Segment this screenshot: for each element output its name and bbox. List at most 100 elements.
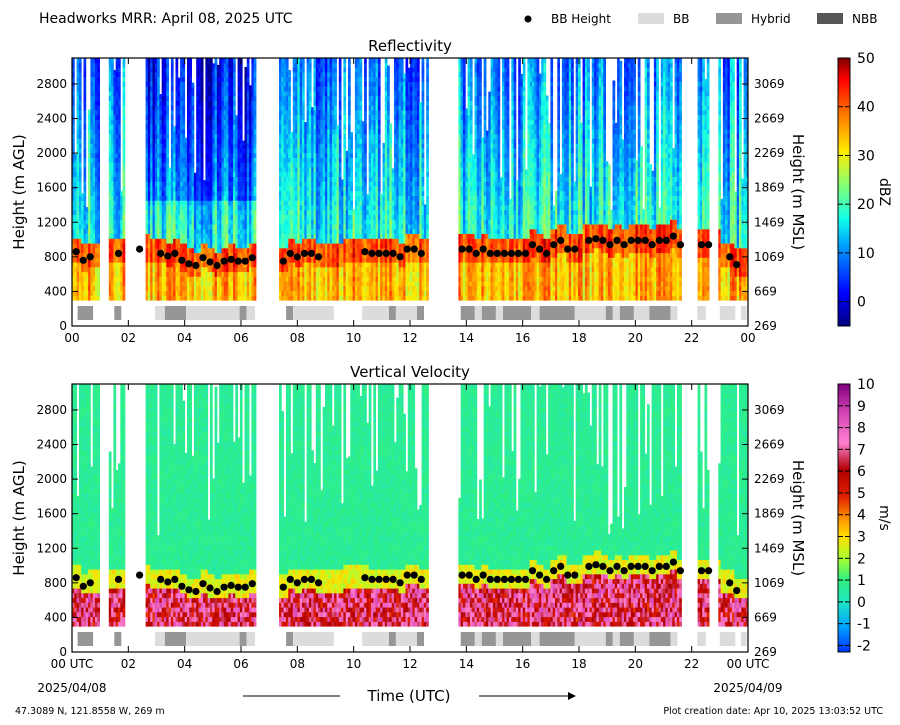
bb-height-point <box>390 250 397 257</box>
bb-height-point <box>606 241 613 248</box>
x-tick-label: 00 UTC <box>51 657 94 671</box>
bb-height-point <box>564 572 571 579</box>
bb-flag-hybrid <box>417 632 424 646</box>
bb-height-point <box>529 567 536 574</box>
bb-height-point <box>480 246 487 253</box>
bb-flag-strip <box>78 632 747 646</box>
bb-height-point <box>529 241 536 248</box>
bb-flag-bb <box>575 632 606 646</box>
bb-height-point <box>473 250 480 257</box>
x-tick-label: 16 <box>515 657 530 671</box>
x-tick-label: 14 <box>459 657 474 671</box>
bb-height-point <box>494 576 501 583</box>
colorbar-velocity <box>838 384 850 652</box>
velocity-heatmap <box>72 384 749 627</box>
bb-height-point <box>287 250 294 257</box>
bb-flag-hybrid <box>540 632 575 646</box>
legend: BB Height BB Hybrid NBB <box>525 12 878 26</box>
x-tick-label: 20 <box>628 331 643 345</box>
bb-height-point <box>178 583 185 590</box>
colorbar-tick-label: 9 <box>857 399 866 415</box>
y-tick-label: 1600 <box>36 507 67 521</box>
x-tick-label: 22 <box>684 657 699 671</box>
bb-height-point <box>136 572 143 579</box>
bb-flag-bb <box>697 632 706 646</box>
colorbar-tick-label: 10 <box>857 246 875 262</box>
bb-flag-bb <box>613 632 620 646</box>
bb-height-point <box>515 576 522 583</box>
bb-height-point <box>550 241 557 248</box>
x-tick-label: 00 UTC <box>727 657 770 671</box>
x-tick-label: 16 <box>515 331 530 345</box>
y-tick-label: 800 <box>44 250 67 264</box>
bb-height-point <box>368 576 375 583</box>
bb-flag-bb <box>186 306 240 320</box>
bb-height-point <box>670 233 677 240</box>
bb-height-point <box>663 237 670 244</box>
y-tick-label: 2400 <box>36 438 67 452</box>
y-tick-label: 1600 <box>36 181 67 195</box>
bb-flag-hybrid <box>389 632 396 646</box>
legend-swatch-hybrid <box>716 13 742 24</box>
bb-flag-bb <box>362 306 389 320</box>
bb-height-point <box>228 582 235 589</box>
bb-height-point <box>87 579 94 586</box>
bb-height-point <box>136 246 143 253</box>
bb-height-point <box>185 586 192 593</box>
bb-height-point <box>705 241 712 248</box>
bb-flag-bb <box>496 306 503 320</box>
x-tick-label: 06 <box>233 657 248 671</box>
bb-height-point <box>221 258 228 265</box>
legend-swatch-bb <box>638 13 664 24</box>
bb-height-point <box>473 576 480 583</box>
bb-height-point <box>192 588 199 595</box>
bb-height-point <box>459 246 466 253</box>
y-tick-label: 2000 <box>36 472 67 486</box>
bb-height-point <box>663 563 670 570</box>
colorbar-tick-label: 10 <box>857 377 875 393</box>
bb-height-point <box>698 241 705 248</box>
y2-tick-label: 1469 <box>754 215 785 229</box>
bb-height-point <box>80 583 87 590</box>
date-left: 2025/04/08 <box>37 681 106 695</box>
bb-height-point <box>115 250 122 257</box>
bb-height-point <box>115 576 122 583</box>
colorbar-tick-label: 20 <box>857 197 875 213</box>
y-tick-label: 2000 <box>36 146 67 160</box>
x-tick-label: 20 <box>628 657 643 671</box>
bb-flag-bb <box>293 306 334 320</box>
bb-flag-hybrid <box>286 306 293 320</box>
bb-flag-bb <box>475 306 482 320</box>
y2-tick-label: 2269 <box>754 146 785 160</box>
bb-flag-hybrid <box>620 632 634 646</box>
bb-height-point <box>621 567 628 574</box>
y2-tick-label: 3069 <box>754 403 785 417</box>
bb-height-point <box>80 257 87 264</box>
bb-flag-bb <box>531 306 540 320</box>
y2-tick-label: 2269 <box>754 472 785 486</box>
x-tick-label: 18 <box>571 331 586 345</box>
bb-flag-hybrid <box>240 306 247 320</box>
bb-height-point <box>698 567 705 574</box>
bb-height-point <box>249 254 256 261</box>
colorbar-reflectivity <box>838 58 850 326</box>
bb-height-point <box>705 567 712 574</box>
bb-height-point <box>185 260 192 267</box>
bb-height-point <box>726 579 733 586</box>
bb-flag-bb <box>496 632 503 646</box>
bb-height-point <box>501 250 508 257</box>
y2-tick-label: 669 <box>754 610 777 624</box>
bb-flag-bb <box>362 632 389 646</box>
bb-height-point <box>635 563 642 570</box>
colorbar-tick-label: 1 <box>857 573 866 589</box>
legend-marker-bb-height <box>525 16 532 23</box>
colorbar-label: m/s <box>876 505 892 531</box>
colorbar-tick-label: 40 <box>857 100 875 116</box>
bb-height-point <box>235 584 242 591</box>
bb-height-point <box>315 253 322 260</box>
arrow-head-icon <box>568 692 576 700</box>
bb-height-point <box>280 584 287 591</box>
bb-height-point <box>390 576 397 583</box>
bb-flag-bb <box>531 632 540 646</box>
bb-height-point <box>543 576 550 583</box>
